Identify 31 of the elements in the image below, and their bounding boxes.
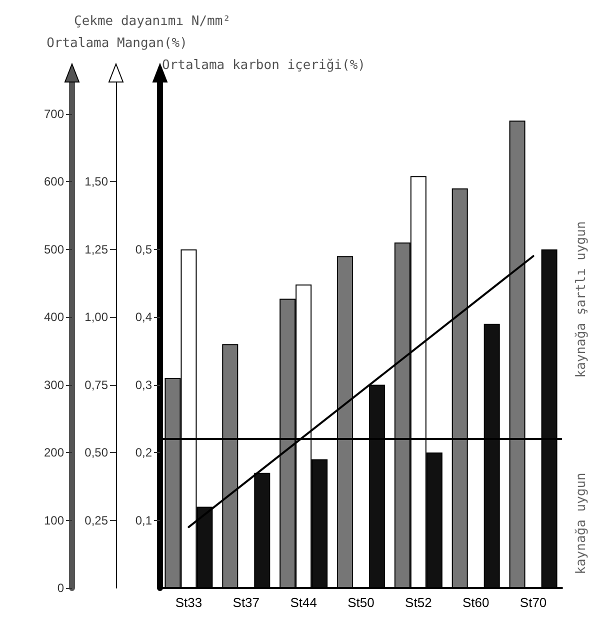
y3-tick-label: 100 bbox=[44, 513, 64, 528]
y2-axis-title: Ortalama Mangan(%) bbox=[46, 36, 188, 51]
x-tick-label: St44 bbox=[290, 595, 317, 610]
y-tick-label: 0,5 bbox=[135, 242, 152, 256]
y3-tick-label: 300 bbox=[44, 378, 64, 392]
x-tick-label: St50 bbox=[348, 595, 374, 610]
y3-tick-label: 600 bbox=[44, 174, 64, 189]
x-tick-label: St33 bbox=[175, 595, 202, 610]
y-tick-label: 0,4 bbox=[135, 310, 152, 324]
x-tick-label: St37 bbox=[232, 595, 260, 610]
y3-tick-label: 400 bbox=[44, 310, 64, 324]
y3-tick-label: 200 bbox=[44, 446, 64, 460]
y-tick-label: 0,3 bbox=[135, 378, 152, 392]
y2-tick-label: 1,50 bbox=[84, 174, 108, 189]
x-tick-label: St52 bbox=[405, 595, 432, 610]
y-axis-title: Ortalama karbon içeriği(%) bbox=[162, 58, 366, 73]
y3-tick-label: 700 bbox=[44, 106, 64, 121]
y3-tick-label: 0 bbox=[57, 581, 64, 595]
y3-axis-title: Çekme dayanımı N/mm² bbox=[74, 14, 231, 29]
y2-tick-label: 0,25 bbox=[84, 513, 108, 528]
y2-tick-label: 0,75 bbox=[84, 378, 108, 392]
y2-tick-label: 1,25 bbox=[84, 242, 108, 256]
y3-tick-label: 500 bbox=[44, 242, 64, 256]
y-tick-label: 0,1 bbox=[135, 513, 152, 528]
x-tick-label: St60 bbox=[462, 595, 490, 610]
y2-tick-label: 0,50 bbox=[84, 446, 108, 460]
x-tick-label: St70 bbox=[520, 595, 547, 610]
text: kaynağa şartlı uygun bbox=[574, 221, 589, 378]
text: kaynağa uygun bbox=[574, 472, 589, 574]
y-tick-label: 0,2 bbox=[135, 446, 152, 460]
y2-tick-label: 1,00 bbox=[84, 310, 108, 324]
